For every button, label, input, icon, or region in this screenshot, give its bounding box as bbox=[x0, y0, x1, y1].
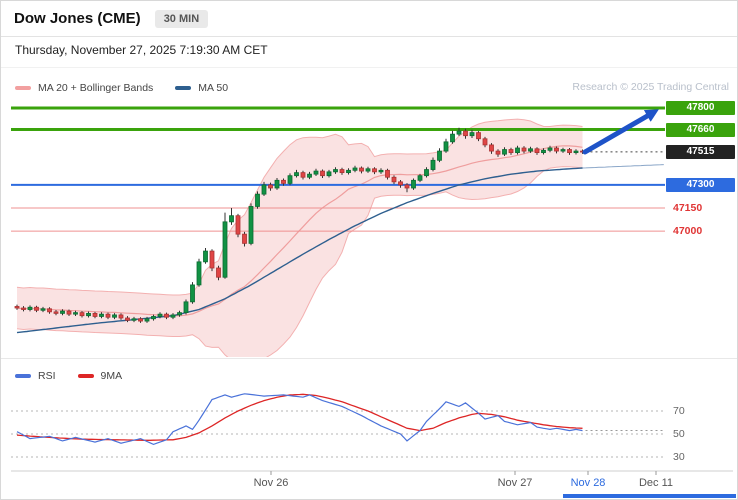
rsi-line bbox=[16, 393, 583, 446]
instrument-title: Dow Jones (CME) bbox=[14, 10, 141, 27]
rsi-legend: RSI 9MA bbox=[15, 370, 144, 382]
legend-item-ma-50: MA 50 bbox=[175, 82, 228, 94]
timeframe-badge: 30 MIN bbox=[154, 9, 209, 28]
legend-item-9ma: 9MA bbox=[77, 370, 123, 382]
ma50-line bbox=[16, 164, 664, 334]
legend-label: MA 50 bbox=[198, 82, 229, 94]
legend-label: MA 20 + Bollinger Bands bbox=[38, 82, 154, 94]
rsi-guides bbox=[11, 410, 665, 458]
forecast-period-bar bbox=[563, 494, 736, 498]
chart-timestamp: Thursday, November 27, 2025 7:19:30 AM C… bbox=[15, 43, 268, 57]
rsi-signal-line bbox=[16, 393, 583, 441]
header: Dow Jones (CME) 30 MIN bbox=[1, 1, 737, 37]
level-label-47800: 47800 bbox=[666, 101, 735, 115]
level-lines bbox=[11, 106, 665, 232]
rsi-panel-divider bbox=[1, 358, 737, 359]
rsi-guide-label-30: 30 bbox=[673, 451, 685, 463]
x-axis bbox=[11, 470, 733, 475]
legend-swatch bbox=[77, 374, 94, 378]
legend-swatch bbox=[15, 374, 31, 378]
x-axis-label-nov-27: Nov 27 bbox=[497, 477, 533, 489]
legend-swatch bbox=[15, 86, 31, 90]
level-label-47150: 47150 bbox=[673, 202, 703, 214]
ma50-projection bbox=[582, 164, 664, 169]
rsi-lines bbox=[16, 393, 583, 446]
bollinger-band bbox=[16, 118, 583, 357]
level-label-47515: 47515 bbox=[666, 144, 735, 159]
main-chart-legend: MA 20 + Bollinger Bands MA 50 bbox=[15, 82, 250, 94]
header-divider bbox=[1, 67, 737, 68]
legend-item-ma-20-bollinger-bands: MA 20 + Bollinger Bands bbox=[15, 82, 153, 94]
forecast-arrow bbox=[582, 109, 659, 155]
legend-label: 9MA bbox=[100, 370, 123, 382]
x-axis-label-nov-26: Nov 26 bbox=[253, 477, 289, 489]
level-label-47000: 47000 bbox=[673, 225, 703, 238]
candlestick-series bbox=[14, 127, 585, 323]
x-axis-label-dec-11: Dec 11 bbox=[638, 477, 674, 489]
legend-item-rsi: RSI bbox=[15, 370, 56, 382]
level-label-47300: 47300 bbox=[666, 177, 735, 192]
legend-label: RSI bbox=[38, 370, 56, 382]
legend-swatch bbox=[175, 86, 192, 90]
rsi-guide-label-50: 50 bbox=[673, 428, 685, 440]
rsi-guide-label-70: 70 bbox=[673, 405, 685, 417]
research-watermark: Research © 2025 Trading Central bbox=[572, 81, 729, 93]
ma20-line bbox=[16, 145, 583, 317]
x-axis-label-nov-28: Nov 28 bbox=[570, 477, 606, 489]
level-label-47660: 47660 bbox=[666, 122, 735, 137]
